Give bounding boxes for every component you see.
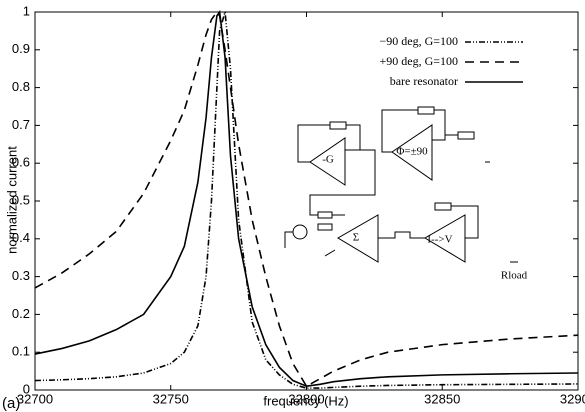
x-tick-label: 32900: [560, 391, 585, 406]
legend-label: +90 deg, G=100: [379, 54, 458, 68]
x-tick-label: 32750: [153, 391, 189, 406]
series-line: [34, 9, 579, 388]
y-axis-label: normalized current: [4, 146, 19, 254]
y-tick-label: 0.8: [12, 79, 30, 94]
circuit-label: Rload: [501, 270, 528, 282]
y-tick-label: 0.6: [12, 155, 30, 170]
series-line: [34, 11, 579, 389]
plot-frame: [34, 11, 579, 391]
panel-label: (a): [2, 395, 20, 412]
y-tick-label: 0.4: [12, 230, 30, 245]
y-tick-label: 0.9: [12, 41, 30, 56]
circuit-label: I-->V: [427, 234, 452, 246]
y-tick-label: 0: [23, 381, 30, 396]
x-axis-label: frequency (Hz): [263, 393, 348, 408]
x-tick-label: 32850: [424, 391, 460, 406]
y-tick-label: 0.7: [12, 117, 30, 132]
y-tick-label: 0.2: [12, 306, 30, 321]
circuit-label: Σ: [353, 232, 359, 244]
legend-label: −90 deg, G=100: [379, 34, 458, 48]
x-tick-label: 32800: [288, 391, 324, 406]
y-tick-label: 1: [23, 3, 30, 18]
y-tick-label: 0.1: [12, 344, 30, 359]
circuit-label: -G: [322, 154, 334, 166]
circuit-label: Φ=±90: [396, 146, 428, 158]
series-line: [34, 10, 579, 388]
x-tick-label: 32700: [17, 391, 53, 406]
y-tick-label: 0.3: [12, 268, 30, 283]
circuit-inset: [284, 106, 518, 263]
y-tick-label: 0.5: [12, 192, 30, 207]
legend-label: bare resonator: [390, 74, 458, 88]
